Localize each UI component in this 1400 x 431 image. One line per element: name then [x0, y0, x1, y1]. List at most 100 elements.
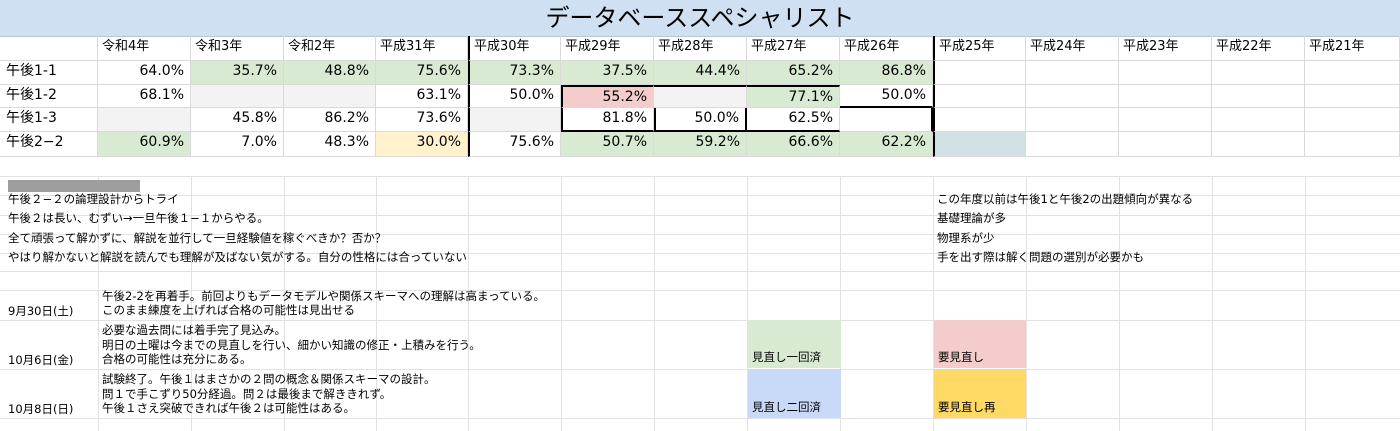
header-cell[interactable]: 平成25年 [933, 36, 1026, 61]
score-cell[interactable] [468, 108, 561, 132]
note-left-2[interactable]: 午後２は長い、むずい→一旦午後１−１からやる。 [8, 211, 269, 225]
score-cell[interactable] [654, 85, 747, 108]
score-cell[interactable] [1305, 132, 1400, 157]
score-cell[interactable] [840, 108, 933, 132]
log-2-line-2[interactable]: 明日の土曜は今までの見直しを行い、細かい知識の修正・上積みを行う。 [102, 338, 481, 352]
score-cell[interactable] [933, 132, 1026, 157]
score-cell[interactable] [933, 108, 1026, 132]
score-cell[interactable]: 50.0% [654, 108, 747, 132]
title-row[interactable]: データベーススペシャリスト [0, 0, 1400, 37]
note-right-4[interactable]: 手を出す際は解く問題の選別が必要かも [937, 250, 1144, 264]
score-cell[interactable] [1212, 132, 1305, 157]
score-cell[interactable]: 65.2% [747, 61, 840, 85]
score-cell[interactable] [1119, 108, 1212, 132]
header-cell[interactable]: 平成24年 [1026, 36, 1119, 61]
score-cell[interactable]: 45.8% [191, 108, 284, 132]
note-right-3[interactable]: 物理系が少 [937, 231, 995, 245]
header-cell[interactable]: 平成30年 [468, 36, 561, 61]
corner-cell[interactable] [0, 36, 98, 61]
header-cell[interactable]: 平成31年 [376, 36, 468, 61]
score-cell[interactable]: 77.1% [747, 85, 840, 108]
score-cell[interactable]: 50.0% [468, 85, 561, 108]
legend-reviewed-twice[interactable]: 見直し二回済 [748, 369, 841, 418]
header-cell[interactable]: 平成21年 [1305, 36, 1400, 61]
score-cell[interactable] [191, 85, 284, 108]
score-cell[interactable]: 73.6% [376, 108, 468, 132]
score-cell[interactable]: 7.0% [191, 132, 284, 157]
legend-reviewed-once[interactable]: 見直し一回済 [748, 320, 841, 368]
row-label[interactable]: 午後1-2 [0, 85, 98, 108]
score-cell[interactable] [933, 61, 1026, 85]
score-cell[interactable]: 50.0% [840, 85, 933, 108]
legend-needs-rereview[interactable]: 要見直し再 [934, 369, 1026, 418]
score-cell[interactable]: 81.8% [561, 108, 654, 132]
header-cell[interactable]: 平成23年 [1119, 36, 1212, 61]
log-3-line-2[interactable]: 問１で手こずり50分経過。問２は最後まで解ききれず。 [102, 387, 392, 401]
note-left-1[interactable]: 午後２−２の論理設計からトライ [8, 192, 179, 206]
score-cell[interactable]: 73.3% [468, 61, 561, 85]
note-left-4[interactable]: やはり解かないと解説を読んでも理解が及ばない気がする。自分の性格には合っていない [8, 250, 467, 264]
score-cell[interactable]: 48.8% [284, 61, 376, 85]
score-cell[interactable]: 44.4% [654, 61, 747, 85]
header-cell[interactable]: 令和2年 [284, 36, 376, 61]
score-cell[interactable]: 50.7% [561, 132, 654, 157]
score-cell[interactable] [1119, 85, 1212, 108]
score-cell[interactable] [1305, 108, 1400, 132]
score-cell[interactable] [1305, 85, 1400, 108]
score-cell[interactable]: 37.5% [561, 61, 654, 85]
log-3-line-3[interactable]: 午後１さえ突破できれば午後２は可能性はある。 [102, 401, 355, 415]
score-cell[interactable] [1026, 61, 1119, 85]
note-right-2[interactable]: 基礎理論が多 [937, 211, 1006, 225]
score-cell[interactable]: 55.2% [561, 85, 654, 108]
score-cell[interactable]: 62.2% [840, 132, 933, 157]
log-1-line-1[interactable]: 午後2-2を再着手。前回よりもデータモデルや関係スキーマへの理解は高まっている。 [102, 289, 546, 303]
score-cell[interactable]: 60.9% [98, 132, 191, 157]
note-right-1[interactable]: この年度以前は午後1と午後2の出題傾向が異なる [937, 192, 1194, 206]
score-cell[interactable]: 48.3% [284, 132, 376, 157]
log-date-2[interactable]: 10月6日(金) [8, 353, 74, 367]
score-cell[interactable] [933, 85, 1026, 108]
score-cell[interactable] [1212, 85, 1305, 108]
log-1-line-2[interactable]: このまま練度を上げれば合格の可能性は見出せる [102, 303, 355, 317]
score-cell[interactable]: 66.6% [747, 132, 840, 157]
score-cell[interactable]: 59.2% [654, 132, 747, 157]
row-label[interactable]: 午後1-1 [0, 61, 98, 85]
grid-line [0, 253, 1400, 254]
header-cell[interactable]: 平成22年 [1212, 36, 1305, 61]
score-cell[interactable]: 86.2% [284, 108, 376, 132]
header-cell[interactable]: 平成28年 [654, 36, 747, 61]
score-cell[interactable]: 63.1% [376, 85, 468, 108]
score-cell[interactable] [1026, 132, 1119, 157]
header-cell[interactable]: 平成26年 [840, 36, 933, 61]
score-cell[interactable] [1026, 85, 1119, 108]
score-cell[interactable] [1212, 61, 1305, 85]
log-2-line-3[interactable]: 合格の可能性は充分にある。 [102, 352, 252, 366]
row-label[interactable]: 午後2−2 [0, 132, 98, 157]
log-2-line-1[interactable]: 必要な過去問には着手完了見込み。 [102, 323, 286, 337]
score-cell[interactable]: 35.7% [191, 61, 284, 85]
log-date-3[interactable]: 10月8日(日) [8, 402, 74, 416]
header-cell[interactable]: 令和4年 [98, 36, 191, 61]
score-cell[interactable]: 30.0% [376, 132, 468, 157]
score-cell[interactable] [284, 85, 376, 108]
header-cell[interactable]: 平成27年 [747, 36, 840, 61]
log-date-1[interactable]: 9月30日(土) [8, 304, 74, 318]
score-cell[interactable] [1026, 108, 1119, 132]
score-cell[interactable]: 75.6% [468, 132, 561, 157]
score-cell[interactable] [98, 108, 191, 132]
score-cell[interactable]: 68.1% [98, 85, 191, 108]
score-cell[interactable]: 64.0% [98, 61, 191, 85]
score-cell[interactable] [1119, 132, 1212, 157]
log-3-line-1[interactable]: 試験終了。午後１はまさかの２問の概念＆関係スキーマの設計。 [102, 372, 436, 386]
row-label[interactable]: 午後1-3 [0, 108, 98, 132]
score-cell[interactable] [1119, 61, 1212, 85]
score-cell[interactable] [1212, 108, 1305, 132]
score-cell[interactable] [1305, 61, 1400, 85]
score-cell[interactable]: 75.6% [376, 61, 468, 85]
score-cell[interactable]: 62.5% [747, 108, 840, 132]
legend-needs-review[interactable]: 要見直し [934, 320, 1026, 368]
note-left-3[interactable]: 全て頑張って解かずに、解説を並行して一旦経験値を稼ぐべきか？否か？ [8, 231, 387, 245]
score-cell[interactable]: 86.8% [840, 61, 933, 85]
header-cell[interactable]: 令和3年 [191, 36, 284, 61]
header-cell[interactable]: 平成29年 [561, 36, 654, 61]
